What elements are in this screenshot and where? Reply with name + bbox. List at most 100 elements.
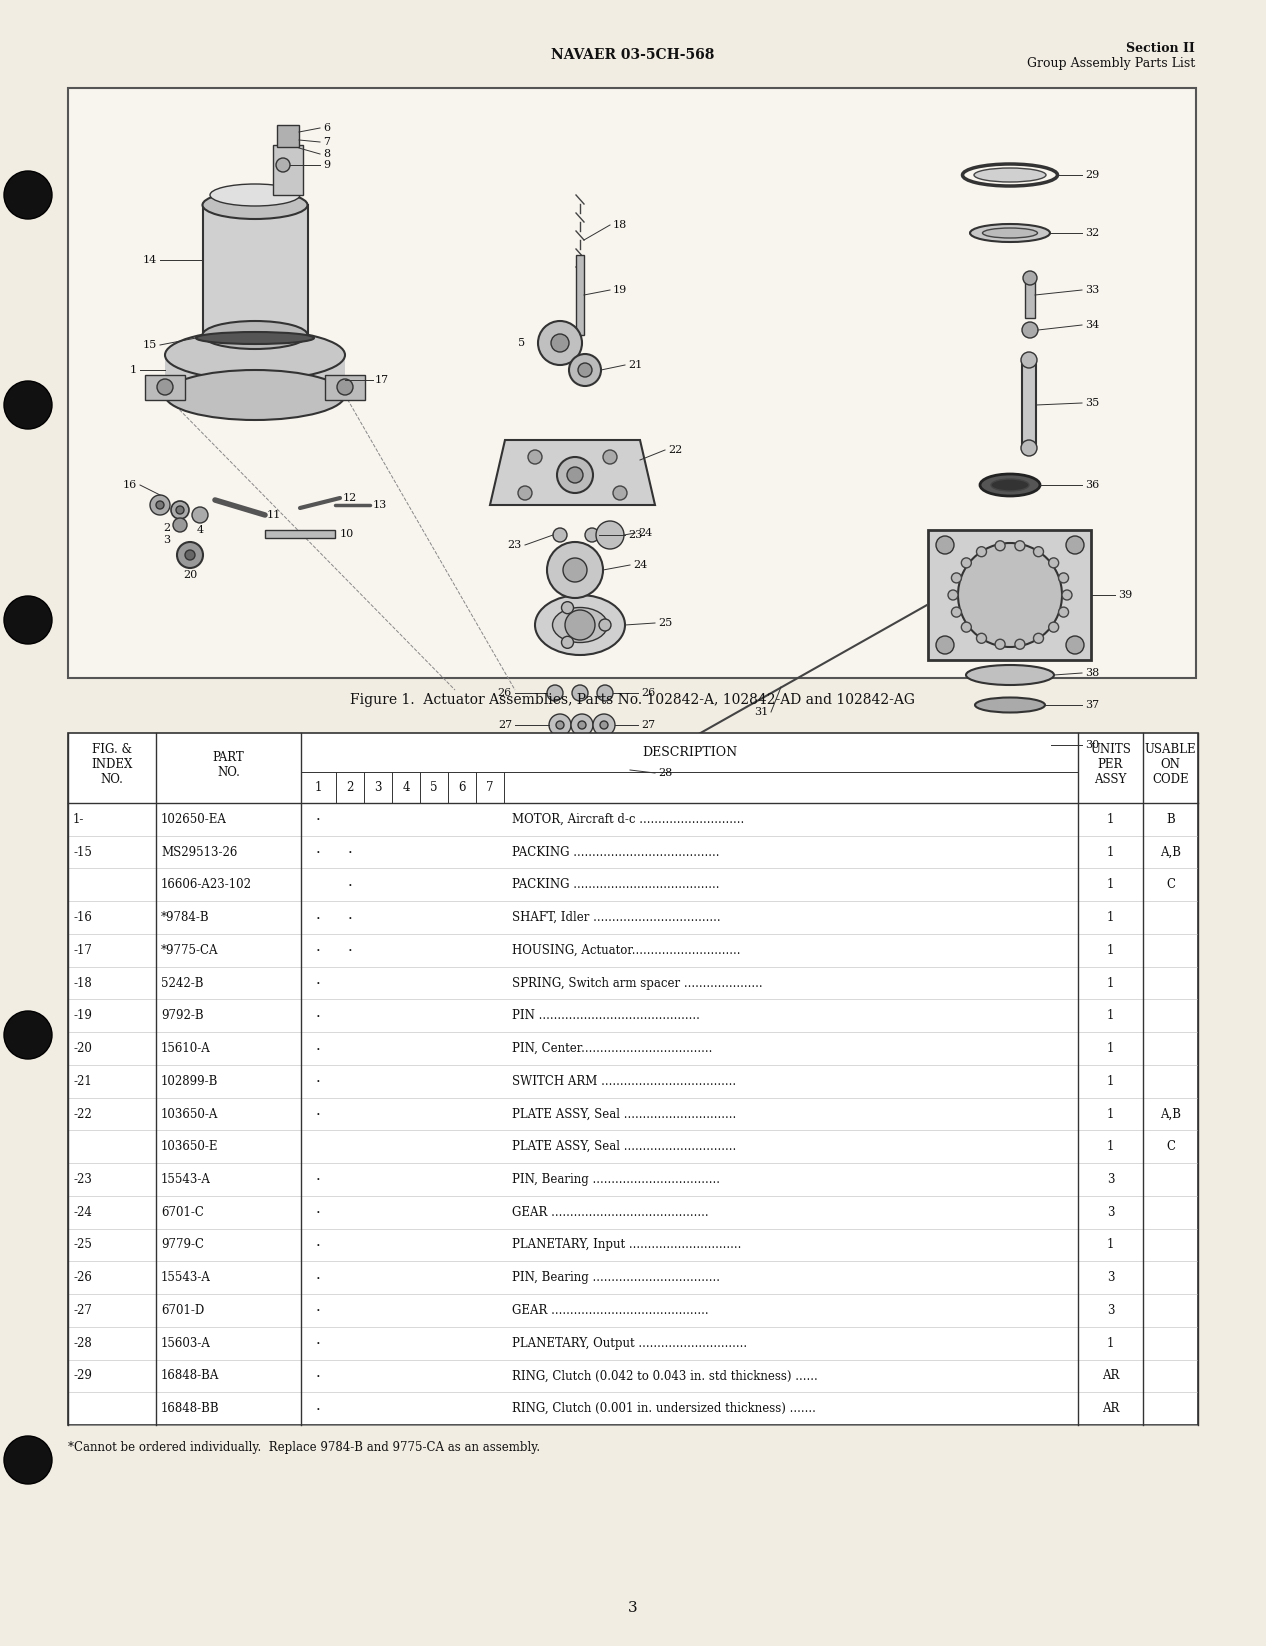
Text: PIN, Bearing ..................................: PIN, Bearing ...........................… (511, 1174, 720, 1187)
Text: 103650-E: 103650-E (161, 1141, 219, 1154)
Text: NAVAER 03-5CH-568: NAVAER 03-5CH-568 (551, 48, 715, 63)
Text: -20: -20 (73, 1042, 92, 1055)
Ellipse shape (981, 739, 1039, 751)
Circle shape (567, 467, 584, 482)
Ellipse shape (552, 607, 608, 642)
Circle shape (948, 589, 958, 601)
Circle shape (176, 505, 184, 514)
Text: 17: 17 (375, 375, 389, 385)
Circle shape (592, 714, 615, 736)
Circle shape (587, 779, 601, 793)
Text: 36: 36 (1085, 481, 1099, 491)
Text: MOTOR, Aircraft d-c ............................: MOTOR, Aircraft d-c ....................… (511, 813, 744, 826)
Circle shape (1066, 537, 1084, 555)
Text: ·: · (316, 1207, 322, 1220)
Text: USABLE
ON
CODE: USABLE ON CODE (1144, 742, 1196, 787)
Text: ·: · (348, 912, 352, 925)
Circle shape (1033, 546, 1043, 556)
Circle shape (976, 546, 986, 556)
Text: 27: 27 (641, 719, 655, 729)
Ellipse shape (991, 479, 1029, 491)
Text: ·: · (316, 1337, 322, 1351)
Circle shape (599, 619, 611, 630)
Circle shape (995, 639, 1005, 649)
Text: ·: · (316, 1239, 322, 1253)
Text: 1: 1 (1106, 846, 1114, 859)
Circle shape (1023, 272, 1037, 285)
Text: 6: 6 (458, 780, 466, 793)
Circle shape (596, 522, 624, 550)
Circle shape (565, 611, 595, 640)
Ellipse shape (196, 332, 314, 344)
Ellipse shape (165, 370, 346, 420)
Text: 1: 1 (1106, 1009, 1114, 1022)
Text: 10: 10 (341, 528, 354, 538)
Text: 103650-A: 103650-A (161, 1108, 218, 1121)
Text: 15: 15 (143, 341, 157, 351)
Text: RING, Clutch (0.001 in. undersized thickness) .......: RING, Clutch (0.001 in. undersized thick… (511, 1402, 815, 1416)
Text: 23: 23 (628, 530, 642, 540)
Text: PIN, Center...................................: PIN, Center.............................… (511, 1042, 713, 1055)
Ellipse shape (536, 594, 625, 655)
Text: 34: 34 (1085, 319, 1099, 329)
Circle shape (538, 321, 582, 365)
Circle shape (177, 542, 203, 568)
Circle shape (613, 486, 627, 500)
Text: 6: 6 (323, 123, 330, 133)
Bar (203, 206, 308, 336)
Text: 20: 20 (182, 570, 197, 579)
Circle shape (568, 354, 601, 387)
Text: ·: · (316, 1042, 322, 1057)
Bar (146, 375, 185, 400)
Text: 1: 1 (1106, 879, 1114, 892)
Circle shape (1048, 558, 1058, 568)
Circle shape (544, 764, 560, 777)
Text: 3: 3 (1106, 1304, 1114, 1317)
Text: PLANETARY, Input ..............................: PLANETARY, Input .......................… (511, 1238, 742, 1251)
Text: 9779-C: 9779-C (161, 1238, 204, 1251)
Text: 2: 2 (163, 523, 171, 533)
Circle shape (603, 449, 617, 464)
Ellipse shape (975, 698, 1044, 713)
Circle shape (156, 500, 165, 509)
Bar (273, 145, 303, 194)
Circle shape (1020, 352, 1037, 369)
Text: 1: 1 (1106, 976, 1114, 989)
Text: 25: 25 (658, 617, 672, 629)
Bar (68, 87, 1196, 678)
Circle shape (936, 635, 955, 653)
Text: 1: 1 (1106, 1108, 1114, 1121)
Circle shape (562, 602, 573, 614)
Circle shape (995, 542, 1005, 551)
Circle shape (1062, 589, 1072, 601)
Text: -29: -29 (73, 1369, 92, 1383)
Bar (1022, 360, 1036, 448)
Text: 7: 7 (486, 780, 494, 793)
Text: 19: 19 (613, 285, 627, 295)
Text: 1: 1 (1106, 1141, 1114, 1154)
Text: 7: 7 (323, 137, 330, 146)
Text: ·: · (316, 1174, 322, 1187)
Circle shape (518, 486, 532, 500)
Ellipse shape (970, 224, 1050, 242)
Circle shape (961, 558, 971, 568)
Text: 4: 4 (196, 525, 204, 535)
Text: 1: 1 (315, 780, 322, 793)
Ellipse shape (203, 191, 308, 219)
Text: 5242-B: 5242-B (161, 976, 204, 989)
Text: RING, Clutch (0.042 to 0.043 in. std thickness) ......: RING, Clutch (0.042 to 0.043 in. std thi… (511, 1369, 818, 1383)
Text: -26: -26 (73, 1271, 92, 1284)
Text: ·: · (348, 846, 352, 861)
Circle shape (173, 518, 187, 532)
Text: 37: 37 (1085, 700, 1099, 709)
Circle shape (562, 637, 573, 649)
Text: 21: 21 (628, 360, 642, 370)
Text: 1: 1 (1106, 1337, 1114, 1350)
Text: -17: -17 (73, 943, 92, 956)
Circle shape (4, 1435, 52, 1485)
Text: SPRING, Switch arm spacer .....................: SPRING, Switch arm spacer ..............… (511, 976, 762, 989)
Text: 22: 22 (668, 444, 682, 454)
Circle shape (600, 721, 608, 729)
Text: ·: · (348, 879, 352, 892)
Circle shape (587, 747, 601, 762)
